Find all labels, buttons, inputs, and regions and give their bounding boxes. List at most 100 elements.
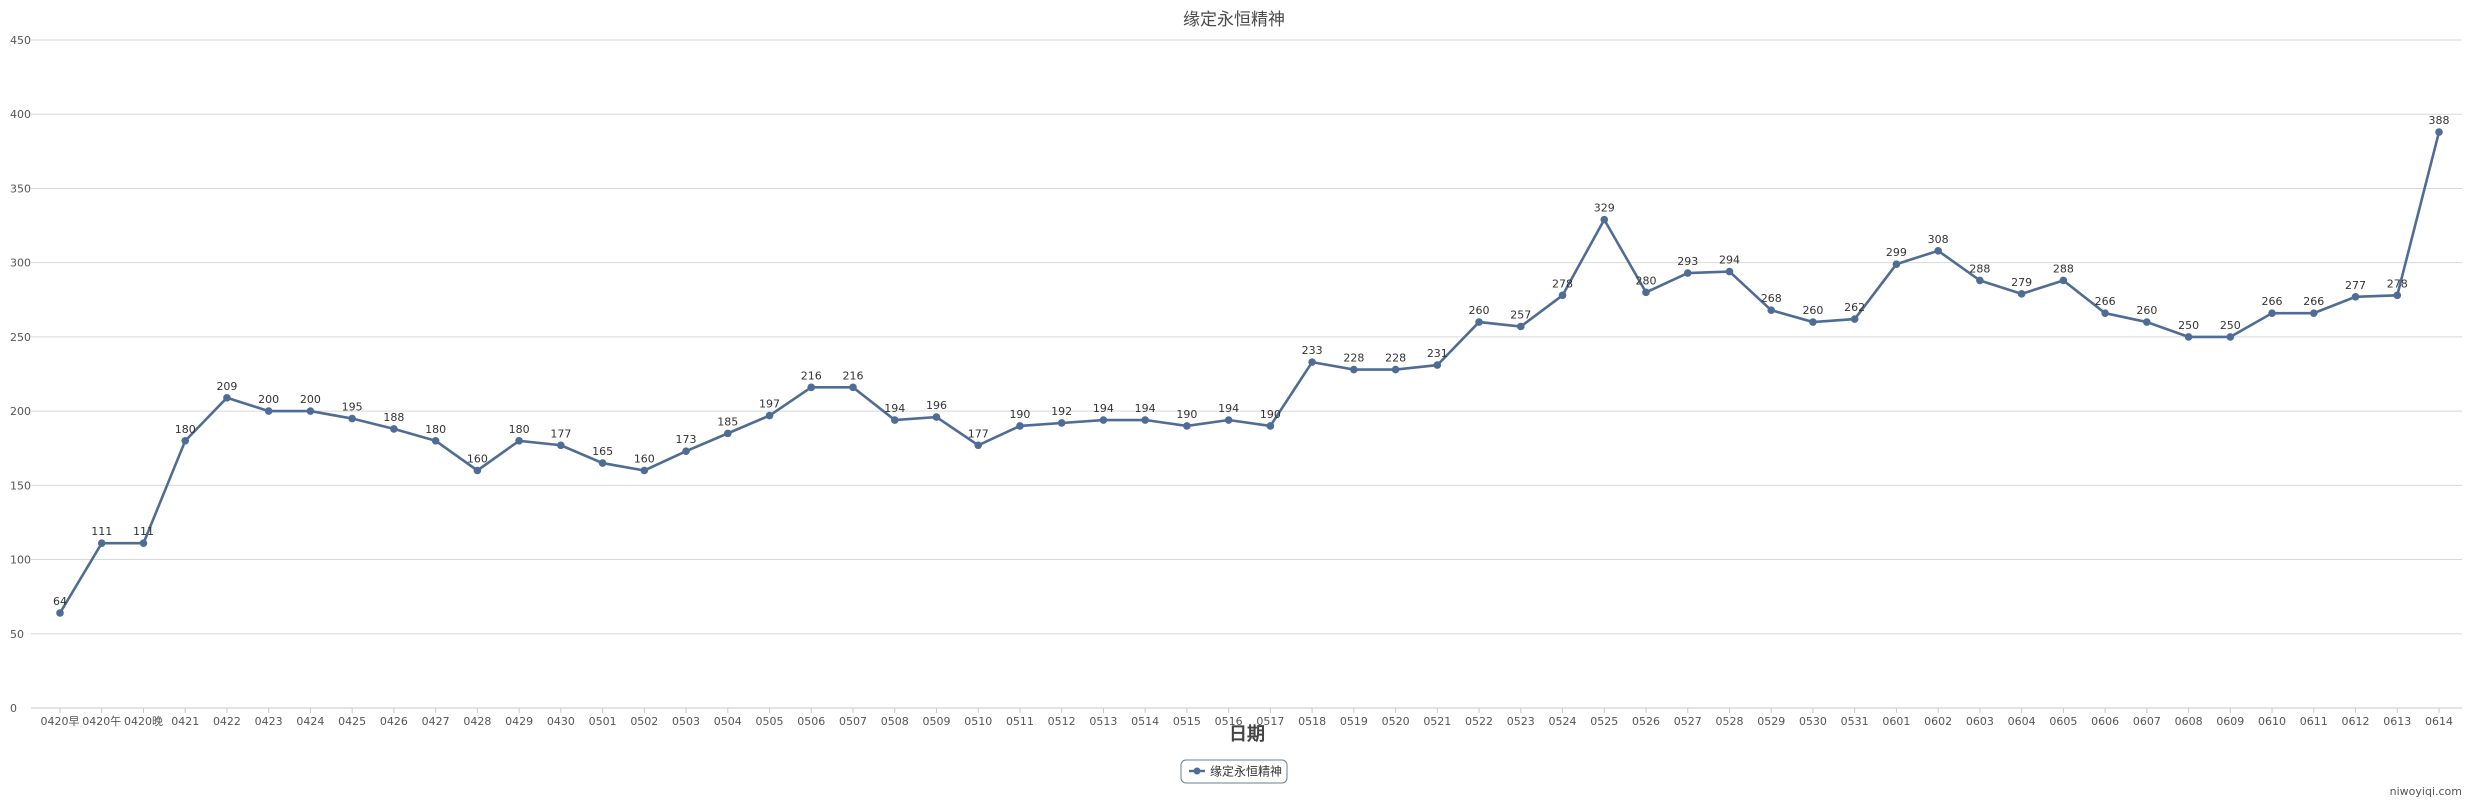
legend[interactable]: 缘定永恒精神 xyxy=(1180,759,1288,784)
x-tick-label: 0427 xyxy=(422,715,450,728)
data-point[interactable] xyxy=(1725,267,1734,276)
data-point[interactable] xyxy=(1183,422,1191,430)
x-tick-label: 0522 xyxy=(1465,715,1493,728)
data-point[interactable] xyxy=(1391,365,1400,374)
x-tick-label: 0501 xyxy=(589,715,617,728)
data-label: 266 xyxy=(2095,295,2116,308)
data-point[interactable] xyxy=(1350,365,1358,374)
data-point[interactable] xyxy=(640,466,649,475)
data-point[interactable] xyxy=(2351,293,2360,301)
data-point[interactable] xyxy=(2017,290,2026,298)
x-tick-label: 0429 xyxy=(505,715,533,728)
data-point[interactable] xyxy=(1809,318,1817,326)
data-point[interactable] xyxy=(473,466,482,475)
data-point[interactable] xyxy=(223,393,231,402)
data-label: 278 xyxy=(2387,277,2408,290)
data-label: 160 xyxy=(467,452,488,465)
data-label: 177 xyxy=(968,427,989,440)
data-point[interactable] xyxy=(1308,358,1316,366)
x-tick-label: 0420早 xyxy=(41,715,80,728)
data-label: 262 xyxy=(1844,301,1865,314)
data-point[interactable] xyxy=(974,441,983,450)
data-point[interactable] xyxy=(723,429,732,438)
data-point[interactable] xyxy=(97,539,106,548)
data-point[interactable] xyxy=(181,437,190,445)
data-point[interactable] xyxy=(1600,215,1609,224)
x-tick-label: 0526 xyxy=(1632,715,1660,728)
data-point[interactable] xyxy=(682,447,690,455)
data-point[interactable] xyxy=(515,437,523,445)
data-point[interactable] xyxy=(598,459,607,467)
x-tick-label: 0611 xyxy=(2300,715,2328,728)
data-point[interactable] xyxy=(431,437,440,445)
legend-label: 缘定永恒精神 xyxy=(1210,764,1282,779)
data-point[interactable] xyxy=(849,383,857,392)
data-point[interactable] xyxy=(1475,318,1483,326)
data-label: 64 xyxy=(53,595,67,608)
data-point[interactable] xyxy=(1976,276,1984,285)
data-point[interactable] xyxy=(264,407,273,415)
x-axis-title: 日期 xyxy=(1229,724,1265,745)
x-tick-label: 0530 xyxy=(1799,715,1827,728)
data-point[interactable] xyxy=(1099,416,1108,424)
y-tick-label: 50 xyxy=(10,628,24,641)
y-tick-label: 350 xyxy=(10,182,31,195)
data-point[interactable] xyxy=(1016,422,1024,430)
legend-box xyxy=(1180,759,1288,784)
x-tick-label: 0420午 xyxy=(82,715,121,728)
data-point[interactable] xyxy=(557,441,565,450)
data-point[interactable] xyxy=(2268,309,2276,317)
data-point[interactable] xyxy=(1516,322,1525,331)
data-point[interactable] xyxy=(1642,288,1650,297)
y-tick-label: 450 xyxy=(10,34,31,47)
data-point[interactable] xyxy=(1141,416,1149,424)
data-point[interactable] xyxy=(1892,260,1901,268)
data-point[interactable] xyxy=(890,416,899,424)
data-label: 190 xyxy=(1260,408,1281,421)
y-tick-label: 300 xyxy=(10,257,31,270)
data-label: 329 xyxy=(1594,202,1615,215)
data-point[interactable] xyxy=(306,407,315,415)
data-point[interactable] xyxy=(2309,309,2318,317)
x-tick-label: 0422 xyxy=(213,715,241,728)
x-tick-label: 0612 xyxy=(2342,715,2370,728)
data-point[interactable] xyxy=(56,609,64,617)
data-label: 192 xyxy=(1051,405,1072,418)
grid xyxy=(31,39,2462,709)
data-label: 165 xyxy=(592,445,613,458)
data-point[interactable] xyxy=(2059,276,2068,285)
data-label: 111 xyxy=(133,525,154,538)
data-point[interactable] xyxy=(1850,315,1859,323)
data-point[interactable] xyxy=(765,411,774,420)
data-point[interactable] xyxy=(2184,333,2193,341)
x-tick-label: 0512 xyxy=(1048,715,1076,728)
data-point[interactable] xyxy=(1224,416,1233,424)
data-point[interactable] xyxy=(1683,269,1692,277)
data-point[interactable] xyxy=(1558,291,1567,300)
x-tick-label: 0507 xyxy=(839,715,867,728)
data-point[interactable] xyxy=(390,425,398,433)
data-label: 200 xyxy=(300,393,321,406)
data-point[interactable] xyxy=(807,383,816,392)
x-tick-label: 0515 xyxy=(1173,715,1201,728)
x-tick-label: 0510 xyxy=(964,715,992,728)
data-point[interactable] xyxy=(348,414,356,423)
series-group xyxy=(56,128,2443,617)
data-point[interactable] xyxy=(2143,318,2151,326)
data-point[interactable] xyxy=(1934,246,1942,255)
data-point[interactable] xyxy=(2226,333,2235,341)
data-point[interactable] xyxy=(2393,291,2402,300)
data-point[interactable] xyxy=(2435,128,2443,136)
data-point[interactable] xyxy=(1266,422,1275,430)
data-point[interactable] xyxy=(139,539,148,548)
data-point[interactable] xyxy=(2101,309,2109,317)
data-point[interactable] xyxy=(1433,361,1442,369)
data-point[interactable] xyxy=(1767,306,1776,314)
data-point[interactable] xyxy=(1057,419,1066,427)
data-point[interactable] xyxy=(932,413,941,421)
data-label: 185 xyxy=(717,415,738,428)
data-label: 200 xyxy=(258,393,279,406)
y-tick-label: 150 xyxy=(10,479,31,492)
